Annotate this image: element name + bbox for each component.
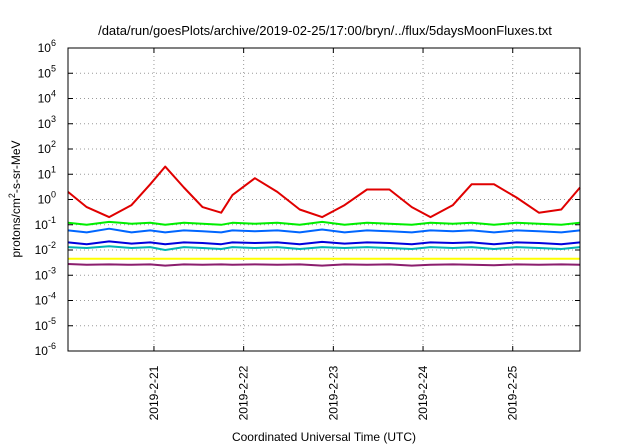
- x-tick-label: 2019-2-24: [416, 365, 430, 420]
- series-line-5: [67, 240, 581, 246]
- y-tick-label-exp: -5: [48, 316, 56, 326]
- y-axis-label-sup: 2: [7, 193, 17, 198]
- series-lines: [67, 165, 581, 267]
- y-tick-label: 10-1: [35, 215, 56, 232]
- y-tick-label-exp: 6: [51, 38, 56, 48]
- y-tick-label-exp: -2: [48, 240, 56, 250]
- y-tick-label-base: 10: [38, 66, 52, 80]
- chart-title: /data/run/goesPlots/archive/2019-02-25/1…: [98, 23, 552, 38]
- y-tick-label: 10-2: [35, 240, 56, 257]
- plot-frame: [67, 47, 581, 352]
- y-tick-label-base: 10: [35, 344, 49, 358]
- y-tick-label-base: 10: [38, 142, 52, 156]
- y-tick-label: 105: [38, 63, 56, 80]
- grid-lines: [68, 48, 580, 351]
- y-tick-label-base: 10: [35, 218, 49, 232]
- y-axis-label-prefix: protons/cm: [9, 198, 23, 257]
- y-tick-label-base: 10: [38, 92, 52, 106]
- series-line-4: [67, 245, 581, 251]
- x-tick-label: 2019-2-23: [326, 365, 340, 420]
- y-tick-label-base: 10: [38, 193, 52, 207]
- y-tick-label: 100: [38, 190, 56, 207]
- y-tick-label-exp: 2: [51, 139, 56, 149]
- y-tick-label: 106: [38, 38, 56, 55]
- y-tick-label: 10-4: [35, 291, 56, 308]
- y-tick-label-base: 10: [35, 294, 49, 308]
- x-tick-label: 2019-2-21: [147, 365, 161, 420]
- y-tick-label-base: 10: [38, 41, 52, 55]
- y-tick-label: 103: [38, 114, 56, 131]
- y-tick-label-exp: 0: [51, 190, 56, 200]
- y-tick-label-exp: -6: [48, 341, 56, 351]
- y-axis-label: protons/cm2-s-sr-MeV: [7, 140, 23, 257]
- series-line-2: [67, 220, 581, 226]
- x-tick-label: 2019-2-22: [237, 365, 251, 420]
- y-tick-label: 10-5: [35, 316, 56, 333]
- series-line-1: [67, 165, 581, 219]
- y-tick-label-base: 10: [35, 268, 49, 282]
- y-tick-label: 101: [38, 164, 56, 181]
- y-tick-label-base: 10: [38, 117, 52, 131]
- y-tick-label: 102: [38, 139, 56, 156]
- series-line-3: [67, 227, 581, 234]
- series-line-7: [67, 263, 581, 267]
- y-axis-label-suffix: -s-sr-MeV: [9, 140, 23, 193]
- y-tick-label-exp: -4: [48, 291, 56, 301]
- axes: 10610510410310210110010-110-210-310-410-…: [35, 38, 580, 420]
- y-tick-label-exp: 5: [51, 63, 56, 73]
- y-tick-label-exp: 4: [51, 89, 56, 99]
- x-axis-label: Coordinated Universal Time (UTC): [232, 430, 416, 444]
- y-tick-label: 10-6: [35, 341, 56, 358]
- y-tick-label-exp: 1: [51, 164, 56, 174]
- y-tick-label-base: 10: [35, 243, 49, 257]
- x-tick-label: 2019-2-25: [506, 365, 520, 420]
- y-tick-label-exp: -1: [48, 215, 56, 225]
- y-tick-label: 104: [38, 89, 56, 106]
- y-tick-label-exp: 3: [51, 114, 56, 124]
- y-tick-label: 10-3: [35, 265, 56, 282]
- y-tick-label-base: 10: [35, 319, 49, 333]
- y-tick-label-exp: -3: [48, 265, 56, 275]
- y-tick-label-base: 10: [38, 167, 52, 181]
